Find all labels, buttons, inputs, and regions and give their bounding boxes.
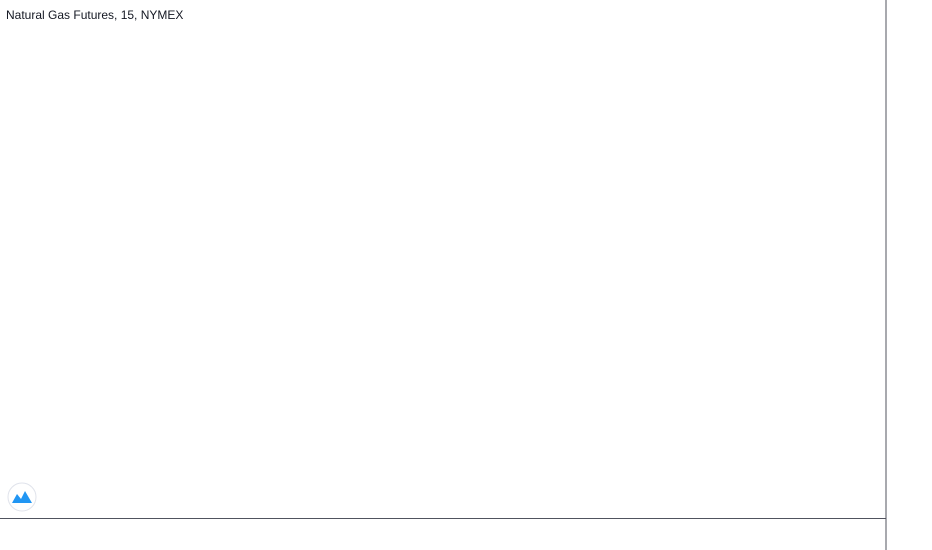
chart-title: Natural Gas Futures, 15, NYMEX — [6, 8, 183, 22]
logo-icon[interactable] — [12, 491, 32, 503]
logo[interactable] — [7, 482, 37, 512]
